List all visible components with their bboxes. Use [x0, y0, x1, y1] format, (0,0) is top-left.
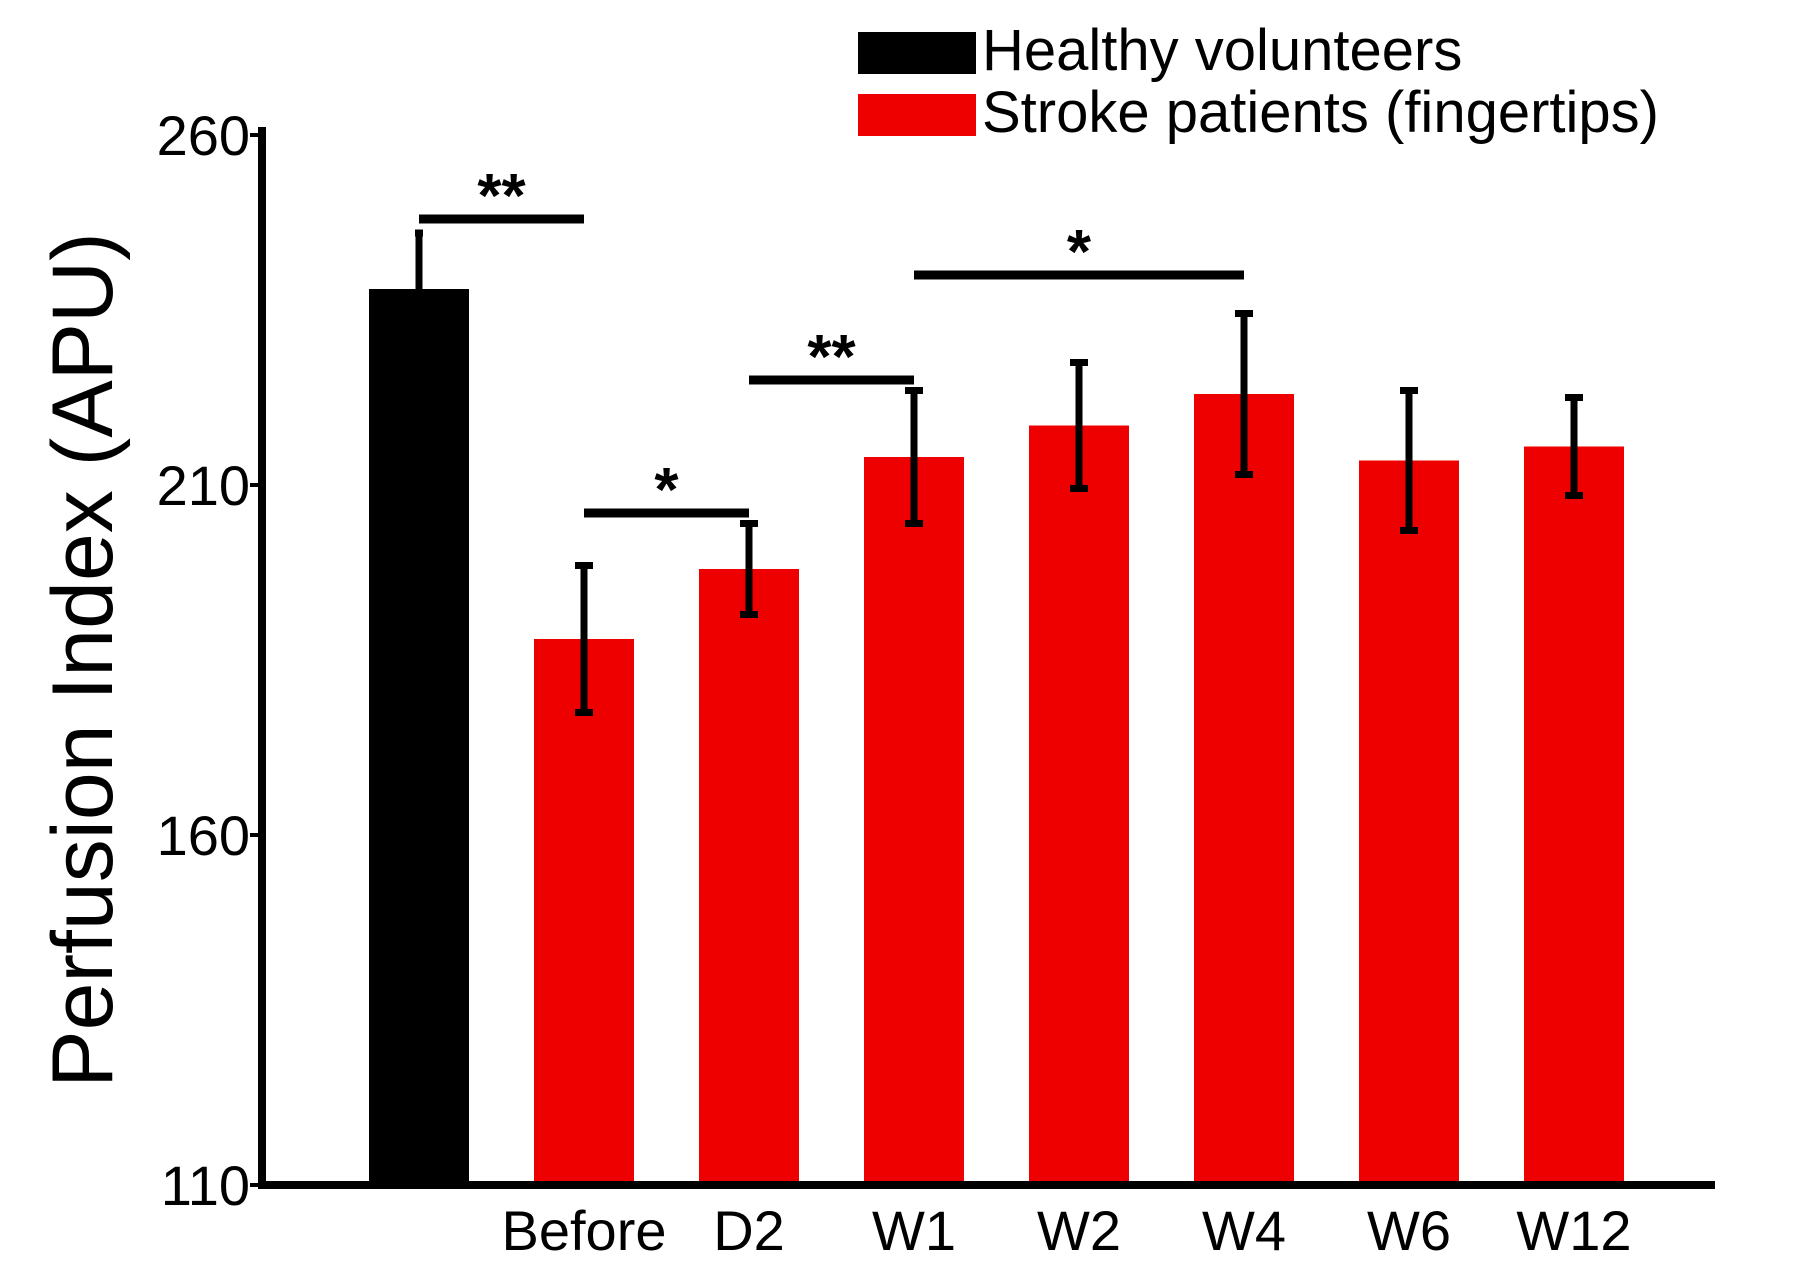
legend-swatch-0 — [858, 32, 976, 74]
x-category-labels: Before D2 W1 W2 W4 W6 W12 — [502, 1199, 1632, 1262]
bar-w12 — [1524, 446, 1624, 1185]
bar-d2 — [699, 569, 799, 1185]
significance-label-2: ** — [807, 323, 856, 392]
legend-label-0: Healthy volunteers — [982, 18, 1462, 83]
x-tick-label-w1: W1 — [872, 1199, 956, 1262]
x-tick-label-before: Before — [502, 1199, 667, 1262]
bar-w2 — [1029, 425, 1129, 1185]
axes — [258, 127, 1715, 1189]
x-tick-label-w2: W2 — [1037, 1199, 1121, 1262]
y-tick-label-110: 110 — [161, 1154, 250, 1217]
significance-annotations: ****** — [419, 162, 1244, 525]
y-axis-label: Perfusion Index (APU) — [35, 232, 131, 1088]
y-tick-label-160: 160 — [157, 804, 250, 867]
x-tick-label-w12: W12 — [1516, 1199, 1631, 1262]
x-tick-label-w6: W6 — [1367, 1199, 1451, 1262]
x-tick-label-d2: D2 — [713, 1199, 785, 1262]
legend-label-1: Stroke patients (fingertips) — [982, 80, 1659, 145]
error-bars — [415, 229, 1583, 716]
bar-w6 — [1359, 460, 1459, 1185]
legend-swatch-1 — [858, 94, 976, 136]
x-tick-label-w4: W4 — [1202, 1199, 1286, 1262]
significance-label-0: ** — [477, 162, 526, 231]
bar-w1 — [864, 457, 964, 1185]
significance-label-3: * — [1067, 218, 1092, 287]
bar-before — [534, 639, 634, 1185]
y-tick-label-210: 210 — [157, 454, 250, 517]
significance-label-1: * — [654, 456, 679, 525]
y-ticks: 110 160 210 260 — [157, 104, 262, 1217]
bar-healthy — [369, 289, 469, 1185]
y-tick-label-260: 260 — [157, 104, 250, 167]
bar-w4 — [1194, 394, 1294, 1185]
bars — [369, 289, 1624, 1185]
